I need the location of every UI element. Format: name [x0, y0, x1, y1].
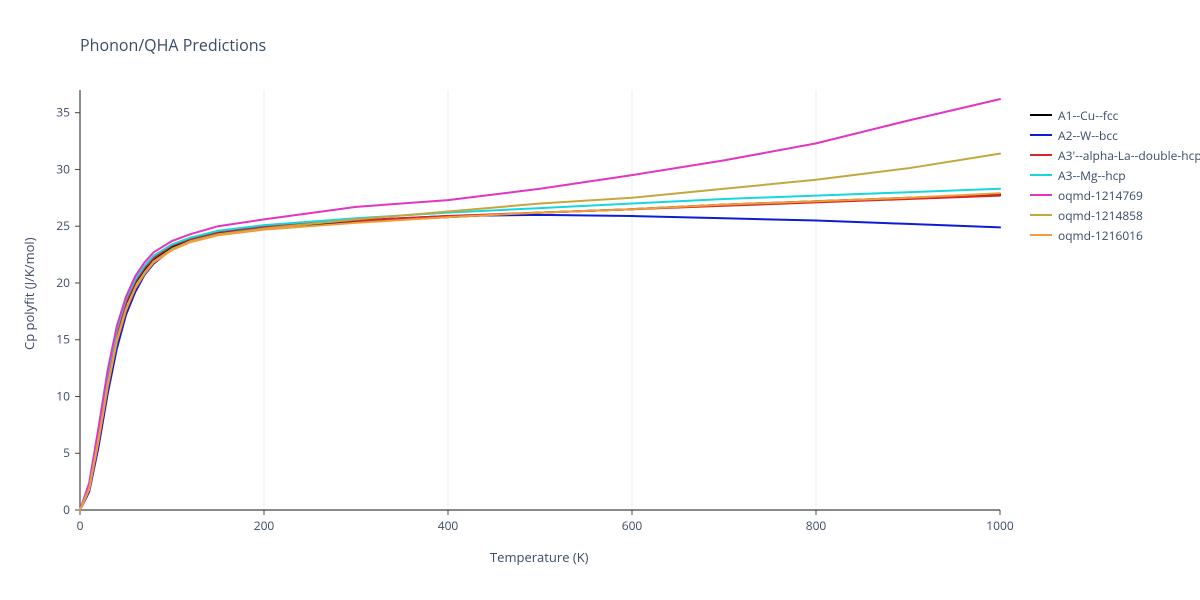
y-axis-label: Cp polyfit (J/K/mol)	[20, 237, 38, 350]
legend-item[interactable]: A1--Cu--fcc	[1030, 105, 1200, 125]
legend-swatch	[1030, 154, 1052, 156]
legend-label: A3--Mg--hcp	[1058, 167, 1126, 184]
y-tick-label: 35	[56, 104, 70, 121]
y-tick-label: 15	[56, 331, 70, 348]
legend-item[interactable]: oqmd-1214858	[1030, 205, 1200, 225]
series-line	[80, 196, 1000, 510]
legend: A1--Cu--fcc A2--W--bcc A3'--alpha-La--doub…	[1030, 105, 1200, 245]
series-line	[80, 194, 1000, 510]
x-tick-label: 400	[438, 517, 459, 534]
series-line	[80, 215, 1000, 510]
legend-label: A1--Cu--fcc	[1058, 107, 1118, 124]
x-tick-label: 1000	[986, 517, 1014, 534]
series-line	[80, 193, 1000, 510]
legend-item[interactable]: A3'--alpha-La--double-hcp	[1030, 145, 1200, 165]
legend-label: A3'--alpha-La--double-hcp	[1058, 147, 1200, 164]
legend-item[interactable]: A3--Mg--hcp	[1030, 165, 1200, 185]
legend-swatch	[1030, 114, 1052, 116]
series-line	[80, 154, 1000, 510]
legend-swatch	[1030, 174, 1052, 176]
legend-label: oqmd-1214769	[1058, 187, 1143, 204]
x-tick-label: 0	[77, 517, 84, 534]
legend-item[interactable]: oqmd-1214769	[1030, 185, 1200, 205]
y-tick-label: 30	[56, 160, 70, 177]
y-tick-label: 25	[56, 217, 70, 234]
legend-swatch	[1030, 194, 1052, 196]
y-tick-label: 0	[63, 501, 70, 518]
legend-swatch	[1030, 134, 1052, 136]
x-tick-label: 200	[254, 517, 275, 534]
legend-swatch	[1030, 214, 1052, 216]
y-tick-label: 20	[56, 274, 70, 291]
x-axis-label: Temperature (K)	[490, 548, 589, 566]
x-tick-label: 800	[806, 517, 827, 534]
x-tick-label: 600	[622, 517, 643, 534]
y-tick-label: 10	[56, 387, 70, 404]
y-tick-label: 5	[63, 444, 70, 461]
legend-label: oqmd-1214858	[1058, 207, 1143, 224]
legend-swatch	[1030, 234, 1052, 236]
legend-label: A2--W--bcc	[1058, 127, 1118, 144]
legend-item[interactable]: A2--W--bcc	[1030, 125, 1200, 145]
series-line	[80, 99, 1000, 510]
chart-plot: 0 200 400 600 800 1000 0 5 10 15 20 25 30 35	[0, 0, 1200, 600]
legend-item[interactable]: oqmd-1216016	[1030, 225, 1200, 245]
series-line	[80, 189, 1000, 510]
legend-label: oqmd-1216016	[1058, 227, 1143, 244]
